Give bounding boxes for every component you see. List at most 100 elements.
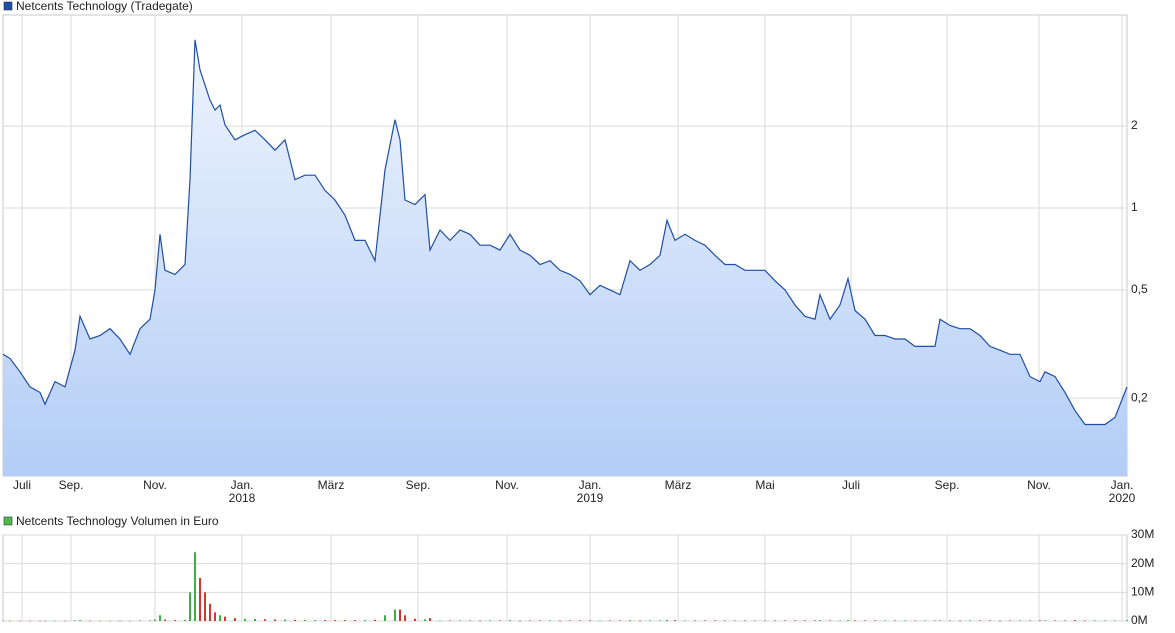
volume-bar xyxy=(744,620,746,621)
volume-bar xyxy=(1019,620,1021,621)
volume-bar xyxy=(854,620,856,621)
y-tick-label: 2 xyxy=(1131,118,1138,132)
volume-bar xyxy=(659,620,661,621)
volume-bar xyxy=(439,620,441,621)
y-tick-label: 0,5 xyxy=(1131,282,1148,296)
volume-bar xyxy=(479,620,481,621)
x-tick-label: Sep. xyxy=(406,478,431,492)
volume-bar xyxy=(519,620,521,621)
volume-bar xyxy=(847,620,849,621)
volume-bar xyxy=(209,603,211,621)
volume-bar xyxy=(99,620,101,622)
volume-bar xyxy=(364,620,366,621)
volume-bar xyxy=(1074,620,1076,621)
x-tick-label: Nov. xyxy=(143,478,167,492)
volume-bar xyxy=(294,619,296,621)
volume-bar xyxy=(344,620,346,621)
volume-bar xyxy=(314,620,316,621)
volume-bar xyxy=(989,620,991,621)
volume-bar xyxy=(1104,620,1106,621)
volume-bar xyxy=(414,618,416,621)
volume-bar xyxy=(969,620,971,621)
area-fill xyxy=(3,39,1127,477)
volume-bar xyxy=(684,620,686,621)
volume-bar xyxy=(204,592,206,621)
volume-bar xyxy=(354,620,356,621)
volume-bar xyxy=(774,620,776,621)
volume-bar xyxy=(129,620,131,622)
volume-bar xyxy=(924,620,926,621)
volume-bar xyxy=(214,612,216,621)
volume-bar xyxy=(794,620,796,621)
volume-bar xyxy=(44,620,46,622)
volume-bar xyxy=(569,620,571,621)
volume-bar xyxy=(539,620,541,621)
x-tick-label: März xyxy=(665,478,692,492)
y-tick-label: 30M xyxy=(1131,527,1154,541)
volume-bar xyxy=(934,620,936,621)
volume-bar xyxy=(784,620,786,621)
volume-bar xyxy=(1084,620,1086,621)
volume-bar xyxy=(154,619,156,621)
volume-bar xyxy=(189,592,191,621)
x-tick-label: März xyxy=(318,478,345,492)
volume-bar xyxy=(79,620,81,621)
x-tick-year: 2018 xyxy=(229,491,256,505)
volume-bar xyxy=(324,620,326,621)
plot-frame xyxy=(2,534,1128,622)
volume-bar xyxy=(819,620,821,621)
y-tick-label: 0M xyxy=(1131,613,1148,627)
volume-bar xyxy=(394,609,396,621)
volume-bar xyxy=(734,620,736,621)
volume-bar xyxy=(599,620,601,621)
price-line xyxy=(2,39,1128,426)
volume-bar xyxy=(609,620,611,621)
volume-bar xyxy=(579,620,581,621)
legend-swatch xyxy=(3,1,13,11)
volume-bar xyxy=(714,620,716,621)
y-tick-label: 1 xyxy=(1131,200,1138,214)
volume-bar xyxy=(164,619,166,621)
volume-bar xyxy=(254,618,256,621)
legend-label: Netcents Technology Volumen in Euro xyxy=(16,514,219,528)
volume-bar xyxy=(874,620,876,621)
volume-bar xyxy=(949,620,951,621)
volume-bar xyxy=(1044,620,1046,621)
volume-bar xyxy=(894,620,896,621)
volume-bar xyxy=(2,620,4,622)
volume-bar xyxy=(429,618,431,621)
volume-bar xyxy=(884,620,886,621)
volume-bar xyxy=(529,620,531,621)
volume-bar xyxy=(149,620,151,621)
volume-bar xyxy=(109,620,111,622)
volume-bar xyxy=(829,620,831,621)
volume-bar xyxy=(459,620,461,621)
volume-bar xyxy=(139,620,141,621)
volume-bar xyxy=(959,620,961,621)
volume-bar xyxy=(449,620,451,621)
y-tick-label: 0,2 xyxy=(1131,390,1148,404)
volume-bar xyxy=(274,619,276,621)
volume-bar xyxy=(999,620,1001,621)
volume-bar xyxy=(754,620,756,621)
x-tick-label: Jan. xyxy=(579,478,602,492)
y-tick-label: 10M xyxy=(1131,585,1154,599)
x-tick-label: Jan. xyxy=(1111,478,1134,492)
volume-bar xyxy=(804,620,806,621)
volume-bar xyxy=(119,620,121,622)
volume-bar xyxy=(489,620,491,621)
volume-bar xyxy=(174,620,176,621)
volume-bar xyxy=(1029,620,1031,621)
volume-bar xyxy=(39,620,41,622)
volume-bar xyxy=(199,578,201,621)
volume-bar xyxy=(1009,620,1011,621)
volume-bar xyxy=(814,620,816,621)
legend-label: Netcents Technology (Tradegate) xyxy=(16,0,193,13)
volume-bar xyxy=(694,620,696,621)
y-tick-label: 20M xyxy=(1131,556,1154,570)
volume-bar xyxy=(194,552,196,621)
volume-bar xyxy=(469,620,471,621)
volume-bar xyxy=(649,620,651,621)
volume-bar xyxy=(374,619,376,621)
volume-bar xyxy=(264,619,266,621)
